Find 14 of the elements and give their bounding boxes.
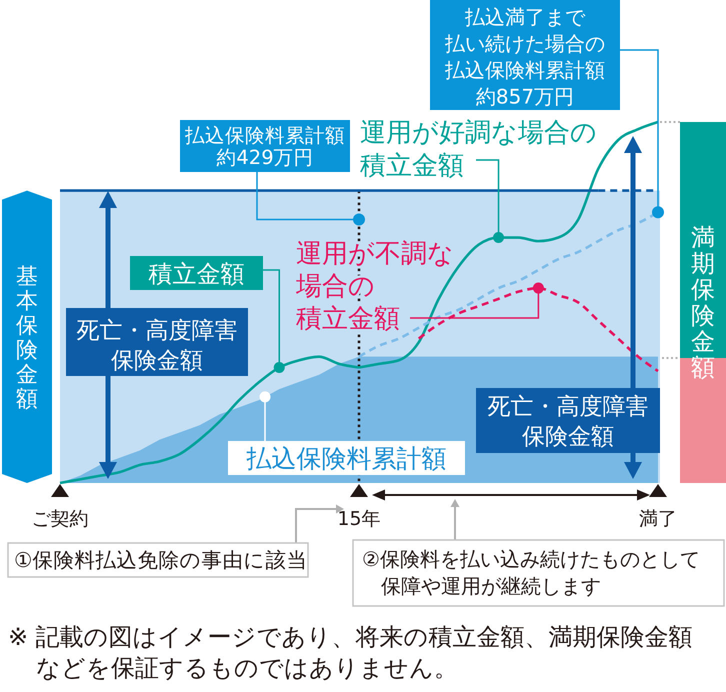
series-label: 運用が不調な場合の積立金額 <box>295 239 454 334</box>
band-label: 基本保険金額 <box>16 264 38 412</box>
x-tick-label: 15年 <box>337 508 381 530</box>
text: ※ 記載の図はイメージであり、将来の積立金額、満期保険金額などを保証するものではありません。 <box>8 623 693 682</box>
annotation: 死亡・高度障害保険金額 <box>76 318 238 374</box>
text: ①保険料払込免除の事由に該当 <box>14 548 308 572</box>
x-tick-label: 満了 <box>639 508 677 530</box>
annotation: 払込満了まで払い続けた場合の払込保険料累計額約857万円 <box>444 5 605 108</box>
series-label: 払込保険料累計額 <box>246 444 446 473</box>
text: ②保険料を払い込み続けたものとして保障や運用が継続します <box>362 547 700 598</box>
text: 積立金額 <box>148 260 244 288</box>
annotation: 死亡・高度障害保険金額 <box>488 394 648 450</box>
series-label: 運用が好調な場合の積立金額 <box>360 118 597 181</box>
x-tick-label: ご契約 <box>32 508 88 530</box>
